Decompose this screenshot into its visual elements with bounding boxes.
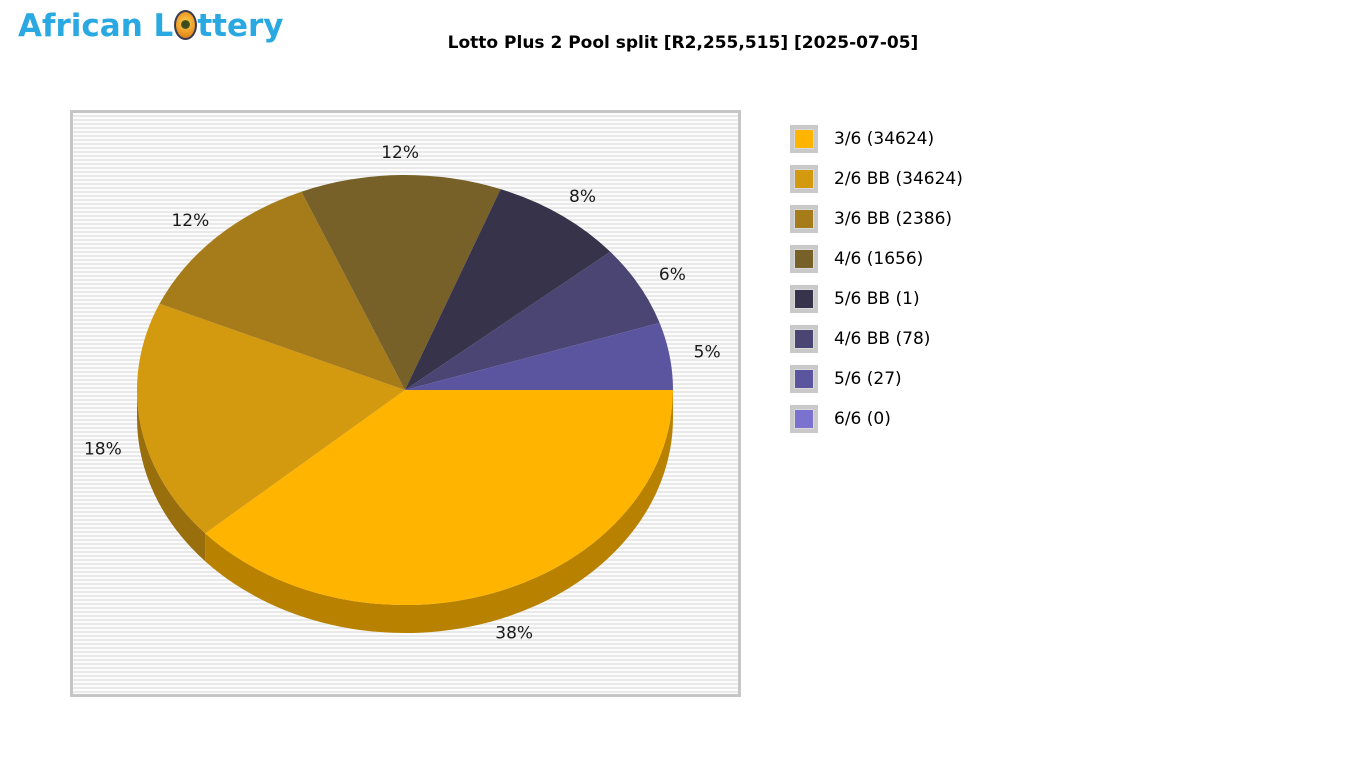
legend-item-7: 6/6 (0) <box>790 405 963 433</box>
legend-item-3: 4/6 (1656) <box>790 245 963 273</box>
legend-label-6: 5/6 (27) <box>834 369 902 389</box>
legend-swatch-6 <box>790 365 818 393</box>
pie-slice-1 <box>136 303 405 534</box>
chart-legend: 3/6 (34624) 2/6 BB (34624) 3/6 BB (2386) 4/… <box>790 125 963 445</box>
legend-swatch-5 <box>790 325 818 353</box>
pie-percent-label-3: 12% <box>381 143 419 163</box>
pie-percent-label-6: 5% <box>694 343 721 363</box>
pie-percent-label-2: 12% <box>171 211 209 231</box>
pie-slice-2 <box>159 191 405 390</box>
legend-item-1: 2/6 BB (34624) <box>790 165 963 193</box>
pie-slice-6 <box>405 322 673 390</box>
legend-label-7: 6/6 (0) <box>834 409 891 429</box>
app-logo[interactable]: African L ttery <box>18 8 283 44</box>
legend-swatch-4 <box>790 285 818 313</box>
pie-percent-label-4: 8% <box>569 187 596 207</box>
pie-percent-label-0: 38% <box>495 623 533 643</box>
pie-side-0 <box>205 390 673 633</box>
lottery-ball-icon <box>174 10 198 40</box>
legend-item-2: 3/6 BB (2386) <box>790 205 963 233</box>
legend-swatch-2 <box>790 205 818 233</box>
pie-side-1 <box>137 390 206 562</box>
chart-plot-area: 38% 18% 12% 12% 8% 6% 5% <box>70 110 741 697</box>
legend-swatch-0 <box>790 125 818 153</box>
legend-label-3: 4/6 (1656) <box>834 249 924 269</box>
logo-text-left: African L <box>18 8 174 44</box>
pie-percent-label-5: 6% <box>659 265 686 285</box>
legend-label-5: 4/6 BB (78) <box>834 329 931 349</box>
pie-chart: 38% 18% 12% 12% 8% 6% 5% <box>84 143 721 643</box>
logo-text-right: ttery <box>197 8 284 44</box>
page-title: Lotto Plus 2 Pool split [R2,255,515] [20… <box>447 33 919 53</box>
pie-slice-5 <box>405 251 660 390</box>
legend-swatch-3 <box>790 245 818 273</box>
legend-swatch-1 <box>790 165 818 193</box>
legend-label-4: 5/6 BB (1) <box>834 289 920 309</box>
pie-slice-3 <box>301 175 501 390</box>
legend-item-6: 5/6 (27) <box>790 365 963 393</box>
legend-item-0: 3/6 (34624) <box>790 125 963 153</box>
legend-label-1: 2/6 BB (34624) <box>834 169 963 189</box>
legend-label-0: 3/6 (34624) <box>834 129 935 149</box>
legend-label-2: 3/6 BB (2386) <box>834 209 953 229</box>
legend-swatch-7 <box>790 405 818 433</box>
legend-item-5: 4/6 BB (78) <box>790 325 963 353</box>
legend-item-4: 5/6 BB (1) <box>790 285 963 313</box>
pie-slice-0 <box>205 390 673 605</box>
pie-percent-label-1: 18% <box>84 439 122 459</box>
pie-slice-4 <box>405 189 611 390</box>
